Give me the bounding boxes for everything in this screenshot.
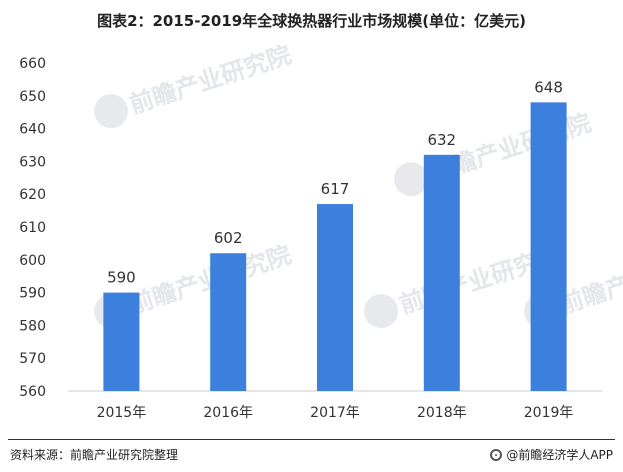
bar [210, 253, 247, 391]
y-tick-label: 580 [19, 318, 46, 334]
watermark-text: 前瞻产业研究院 [126, 41, 294, 120]
bar-chart: 前瞻产业研究院前瞻产业研究院前瞻产业研究院前瞻产业研究院前瞻产业研究院 5605… [19, 41, 623, 421]
x-tick-label: 2015年 [97, 405, 147, 421]
data-label: 648 [534, 78, 563, 96]
x-tick-label: 2016年 [203, 405, 253, 421]
y-tick-label: 570 [19, 351, 46, 367]
data-label: 632 [427, 131, 456, 149]
y-tick-label: 650 [19, 89, 46, 105]
brand-credit: @前瞻经济学人APP [490, 446, 613, 463]
qianzhan-logo-icon [394, 162, 429, 197]
watermark: 前瞻产业研究院 [94, 41, 294, 129]
y-tick-label: 660 [19, 56, 46, 72]
chart-title: 图表2：2015-2019年全球换热器行业市场规模(单位：亿美元) [97, 12, 526, 30]
y-tick-label: 620 [19, 187, 46, 203]
y-tick-label: 640 [19, 122, 46, 138]
qianzhan-logo-icon [364, 294, 399, 329]
data-label: 602 [214, 229, 243, 247]
bar [423, 154, 460, 391]
data-label: 590 [107, 269, 136, 287]
x-tick-label: 2018年 [417, 405, 467, 421]
x-tick-label: 2019年 [524, 405, 574, 421]
y-tick-label: 590 [19, 286, 46, 302]
x-tick-label: 2017年 [310, 405, 360, 421]
y-tick-label: 600 [19, 253, 46, 269]
brand-text: @前瞻经济学人APP [506, 448, 613, 462]
y-tick-label: 610 [19, 220, 46, 236]
data-label: 617 [321, 180, 350, 198]
y-tick-label: 630 [19, 154, 46, 170]
bar [530, 102, 567, 392]
y-tick-label: 560 [19, 384, 46, 400]
qianzhan-logo-icon [490, 448, 503, 461]
y-axis: 560 570 580 590 600 610 620 630 640 650 660 [19, 56, 46, 400]
data-labels: 590 602 617 632 648 [107, 78, 563, 286]
source-note: 资料来源：前瞻产业研究院整理 [10, 448, 179, 462]
bar-series [103, 102, 567, 392]
bar [103, 292, 140, 391]
bar [317, 204, 353, 391]
x-axis: 2015年 2016年 2017年 2018年 2019年 [97, 405, 574, 421]
qianzhan-logo-icon [94, 94, 129, 129]
footer-divider [8, 439, 615, 440]
